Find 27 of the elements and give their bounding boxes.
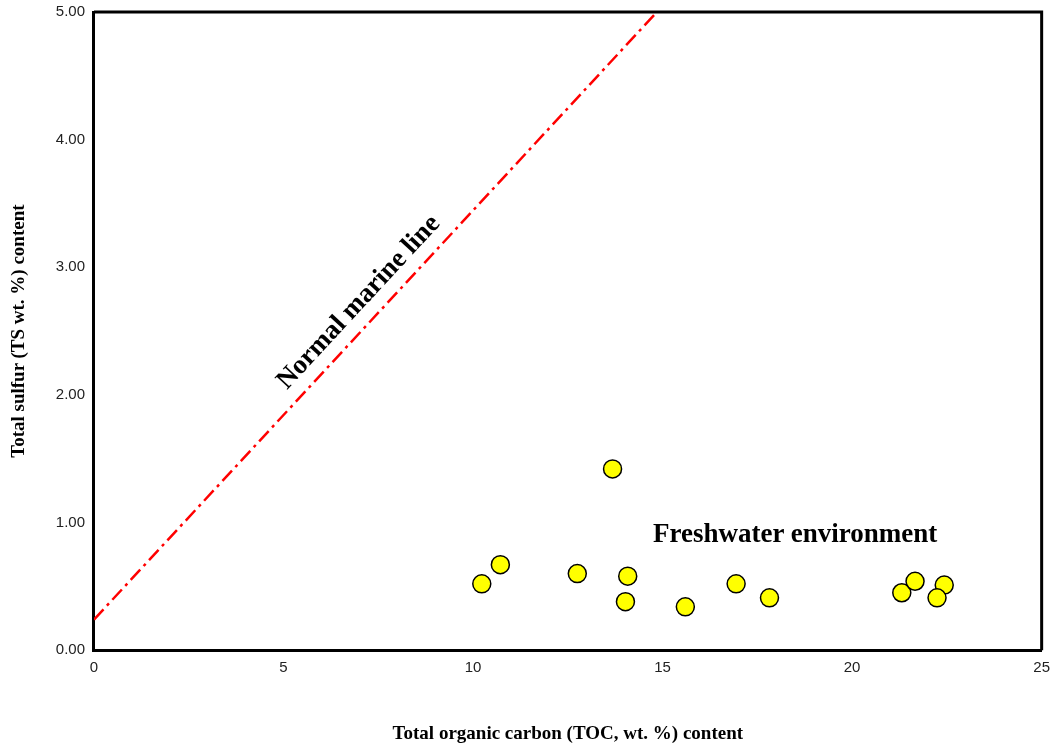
y-tick-label: 3.00	[55, 257, 85, 275]
point	[892, 583, 912, 603]
x-tick-label: 20	[843, 658, 861, 676]
point	[759, 588, 780, 608]
y-tick-label: 1.00	[55, 512, 85, 530]
y-tick-label: 0.00	[55, 640, 85, 658]
point	[567, 563, 588, 584]
x-tick-label: 15	[654, 658, 671, 676]
point	[726, 574, 746, 594]
point	[602, 459, 623, 479]
point	[472, 574, 492, 594]
point	[927, 588, 947, 608]
x-axis-title: Total organic carbon (TOC, wt. %) content	[392, 721, 744, 744]
y-tick-label: 4.00	[55, 129, 85, 147]
y-axis-title: Total sulfur (TS wt. %) content	[7, 203, 30, 458]
point	[905, 571, 925, 592]
x-tick-label: 25	[1033, 658, 1050, 676]
y-tick-label: 2.00	[55, 385, 85, 403]
point	[617, 566, 638, 586]
point	[675, 597, 696, 617]
x-tick-label: 5	[279, 658, 288, 676]
x-tick-label: 0	[89, 658, 99, 676]
x-tick-label: 10	[464, 658, 482, 676]
y-tick-label: 5.00	[55, 2, 85, 20]
annotation: Freshwater environment	[653, 518, 938, 549]
point	[490, 554, 511, 575]
point	[615, 591, 636, 612]
